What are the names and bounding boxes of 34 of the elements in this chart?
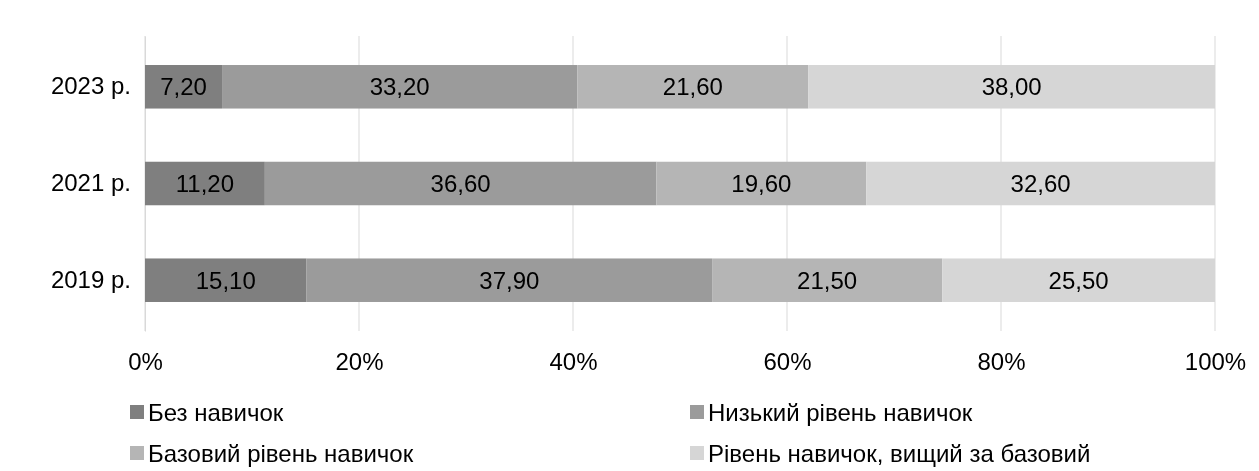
data-label: 33,20	[369, 73, 430, 101]
data-label: 25,50	[1048, 266, 1109, 294]
data-label: 21,60	[662, 73, 723, 101]
y-tick-label: 2023 р.	[50, 72, 131, 100]
bar	[145, 65, 223, 109]
y-tick-label: 2021 р.	[50, 169, 131, 197]
x-tick-label: 80%	[977, 348, 1026, 376]
x-tick-label: 20%	[335, 348, 384, 376]
data-label: 11,20	[175, 170, 235, 197]
data-label: 36,60	[430, 170, 491, 197]
legend-label: Низький рівень навичок	[708, 398, 973, 426]
data-label: 19,60	[731, 170, 792, 197]
legend-label: Без навичок	[148, 398, 284, 426]
y-tick-label: 2019 р.	[50, 265, 131, 293]
bar	[264, 161, 657, 206]
legend-label: Базовий рівень навичок	[148, 439, 414, 467]
x-tick-label: 60%	[763, 348, 812, 376]
bar	[656, 161, 867, 206]
bar	[306, 258, 713, 302]
data-label: 37,90	[479, 266, 540, 294]
bar	[145, 258, 307, 302]
data-label: 15,10	[195, 266, 256, 294]
data-label: 21,50	[797, 266, 858, 294]
bar	[222, 65, 578, 109]
bar	[712, 258, 943, 302]
x-tick-label: 100%	[1184, 348, 1247, 376]
data-label: 38,00	[981, 73, 1042, 101]
data-label: 32,60	[1010, 170, 1071, 197]
legend-label: Рівень навичок, вищий за базовий	[708, 439, 1091, 467]
bar	[145, 161, 265, 206]
x-tick-label: 0%	[128, 348, 163, 376]
x-tick-label: 40%	[549, 348, 598, 376]
data-label: 7,20	[160, 73, 207, 101]
bar	[577, 65, 809, 109]
